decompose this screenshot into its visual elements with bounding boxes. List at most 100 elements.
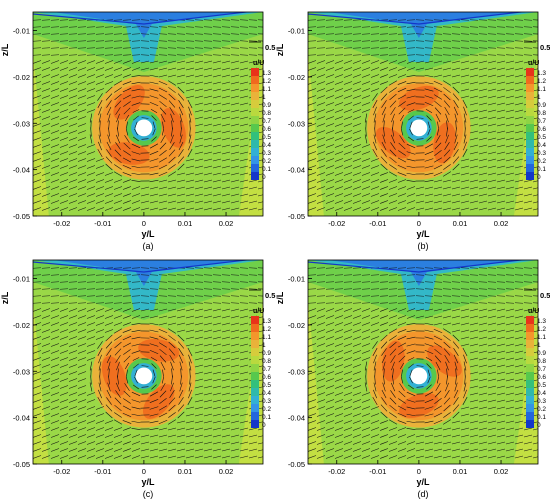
vector-arrow [380,404,388,412]
vector-arrow [68,165,78,169]
vector-arrow [424,391,434,397]
vector-arrow [325,378,335,382]
vector-arrow [212,406,222,410]
vector-arrow [496,385,506,389]
vector-arrow [352,274,362,276]
vector-arrow [33,88,42,92]
vector-arrow [141,386,149,388]
vector-arrow [451,434,461,438]
vector-arrow [308,193,317,197]
vector-arrow [176,179,186,183]
legend-level-label: 1.1 [262,86,271,93]
vector-arrow [68,322,78,326]
vector-arrow [532,138,538,141]
vector-arrow [68,158,78,162]
vector-arrow [212,88,222,92]
vector-arrow [131,406,141,410]
vector-arrow [176,200,186,204]
vector-arrow [194,371,204,375]
vector-arrow [221,165,231,169]
vector-arrow [212,123,222,127]
vector-arrow [445,382,449,392]
vector-arrow [415,33,425,35]
vector-arrow [221,179,231,183]
vector-arrow [86,399,96,403]
vector-arrow [179,134,183,144]
vector-arrow [325,123,335,127]
vector-arrow [185,302,195,304]
vector-arrow [131,329,141,333]
vector-arrow [334,267,344,269]
vector-arrow [433,60,443,64]
vector-arrow [149,391,159,397]
vector-arrow [478,19,488,21]
vector-arrow [352,200,362,204]
vector-arrow [239,434,249,438]
y-axis-label: z/L [0,43,10,56]
x-tick-label: 0.02 [494,219,509,228]
vector-arrow [316,413,326,417]
vector-arrow [122,322,132,326]
vector-arrow [86,81,96,85]
vector-arrow [239,406,249,410]
vector-arrow [230,109,240,113]
vector-arrow [325,308,335,312]
vector-arrow [433,54,443,56]
vector-arrow [104,427,114,431]
vector-arrow [532,337,538,340]
vector-arrow [230,455,240,459]
vector-arrow [114,412,122,418]
vector-arrow [478,441,488,445]
vector-arrow [381,141,387,151]
vector-arrow [424,101,434,107]
vector-arrow [523,179,533,183]
vector-arrow [194,364,204,368]
legend-level-label: 0.5 [537,134,546,141]
vector-arrow [257,414,263,417]
vector-arrow [316,302,326,304]
vector-arrow [149,308,159,312]
vector-arrow [478,455,488,459]
vector-arrow [442,448,452,452]
vector-arrow [435,382,441,392]
vector-arrow [514,308,524,312]
vector-arrow [496,207,506,211]
vector-arrow [77,74,87,78]
vector-arrow [95,336,105,340]
vector-arrow [104,295,114,297]
vector-arrow [478,47,488,49]
vector-arrow [379,172,389,176]
legend-swatch [526,92,534,100]
vector-arrow [149,295,159,297]
vector-arrow [194,88,204,92]
vector-arrow [443,87,451,93]
vector-arrow [149,302,159,304]
vector-arrow [230,158,240,162]
vector-arrow [194,172,204,176]
vector-arrow [239,350,249,354]
vector-arrow [133,363,139,369]
vector-arrow [257,449,263,452]
vector-arrow [397,74,407,78]
vector-arrow [469,295,479,297]
vector-arrow [131,350,141,354]
vector-arrow [433,288,443,290]
vector-arrow [532,117,538,120]
vector-arrow [59,308,69,312]
vector-arrow [33,329,42,333]
vector-arrow [415,455,425,459]
vector-arrow [50,193,60,197]
vector-arrow [334,123,344,127]
vector-arrow [427,376,431,384]
vector-arrow [361,455,371,459]
vector-arrow [133,115,139,121]
vector-arrow [41,88,51,92]
vector-arrow [50,151,60,155]
vector-arrow [221,74,231,78]
vector-arrow [212,357,222,361]
vector-arrow [257,281,263,283]
vector-arrow [514,434,524,438]
vector-arrow [478,295,488,297]
vector-arrow [203,455,213,459]
vector-arrow [308,441,317,445]
